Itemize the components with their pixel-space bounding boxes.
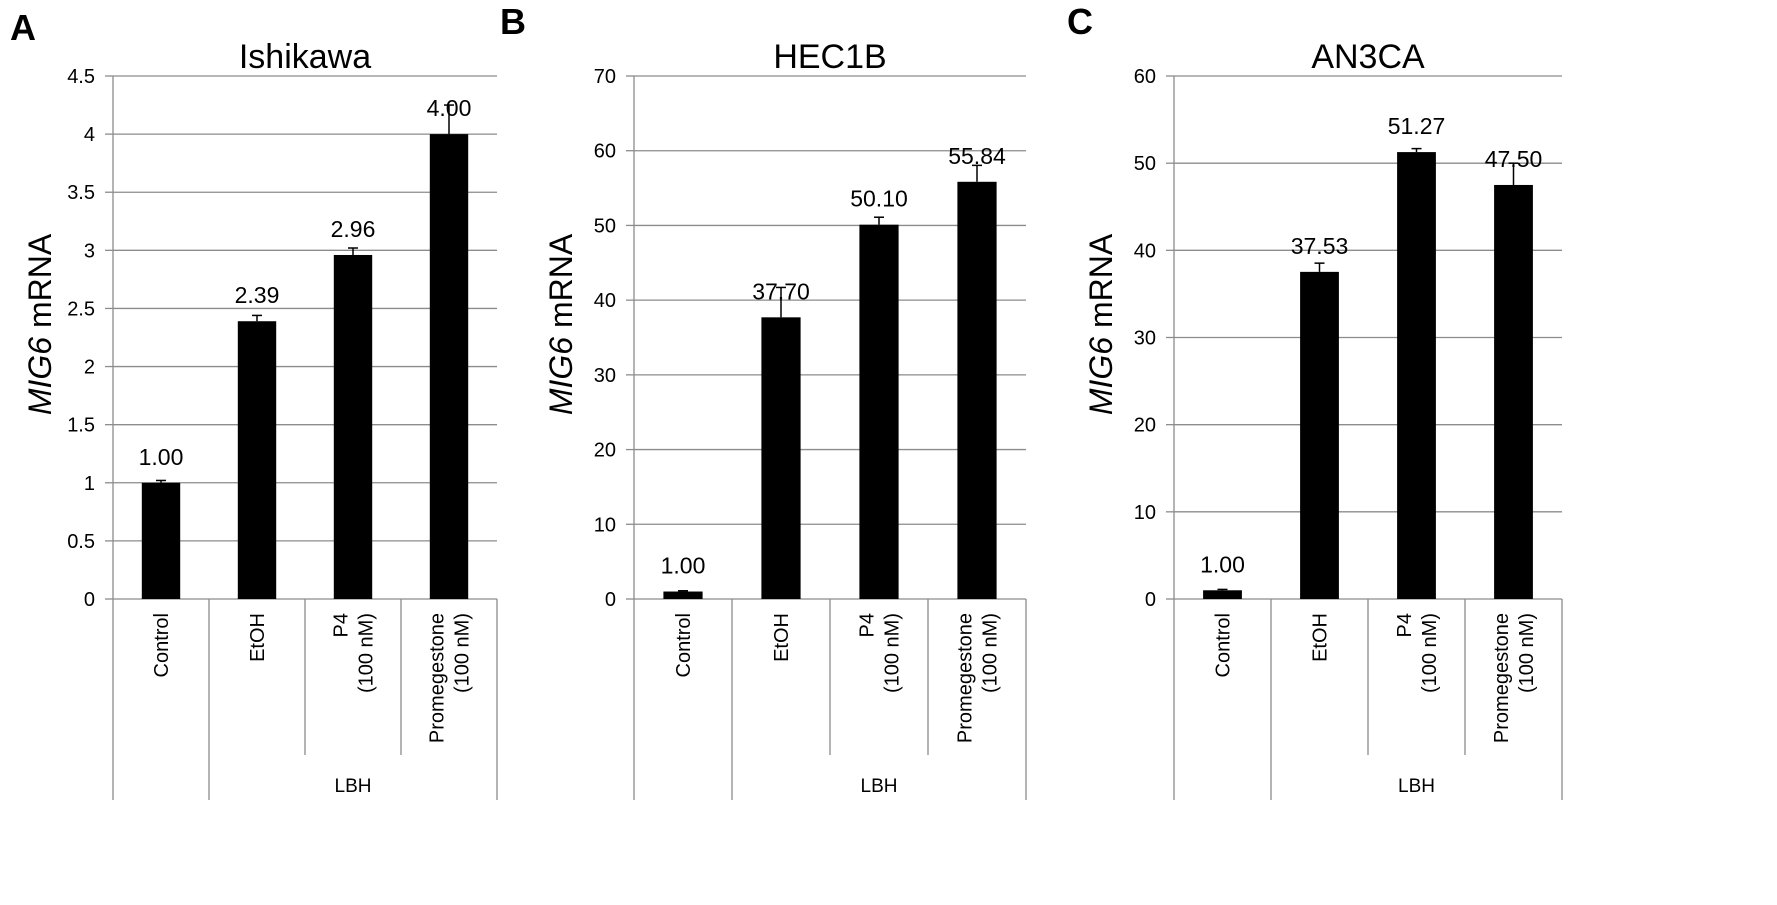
- y-tick-label: 4.5: [67, 66, 95, 88]
- category-label: (100 nM): [452, 613, 474, 693]
- bar-4: [1494, 184, 1533, 600]
- category-label: EtOH: [247, 613, 269, 662]
- y-tick-label: 2: [84, 357, 95, 379]
- data-label: 2.39: [235, 282, 280, 308]
- data-label: 4.00: [427, 95, 472, 121]
- y-tick-label: 0: [1145, 589, 1156, 611]
- category-label: P4: [857, 613, 879, 637]
- y-axis-label-unit: mRNA: [22, 233, 58, 337]
- bar-4: [429, 134, 469, 599]
- y-tick-label: 20: [1134, 415, 1156, 437]
- bar-1: [1203, 590, 1242, 599]
- y-tick-label: 0: [605, 589, 616, 611]
- panel-letter: C: [1067, 1, 1093, 42]
- category-label: Control: [673, 613, 695, 677]
- y-tick-label: 1: [84, 473, 95, 495]
- y-axis-label: MIG6 mRNA: [543, 233, 579, 415]
- data-label: 1.00: [1200, 551, 1245, 577]
- chart-title: HEC1B: [773, 38, 886, 76]
- chart-panel-a: A Ishikawa 0 0.5 1 1.5 2 2.5 3 3.5 4 4.5 MIG6 mRNA 1.…: [10, 7, 498, 800]
- group-label: LBH: [861, 776, 898, 797]
- y-tick-label: 60: [594, 141, 616, 163]
- category-label: Promegestone: [955, 613, 977, 743]
- y-tick-label: 0: [84, 589, 95, 611]
- chart-title: Ishikawa: [239, 38, 371, 76]
- y-tick-label: 70: [594, 66, 616, 88]
- y-axis-label-gene: MIG6: [22, 337, 58, 415]
- chart-panel-b: B HEC1B 0 10 20 30 40 50 60 70 MIG6 mRNA 1.00 Contro…: [500, 1, 1027, 800]
- data-label: 1.00: [139, 444, 184, 470]
- bar-3: [859, 224, 899, 599]
- y-tick-label: 40: [594, 290, 616, 312]
- y-axis-label-unit: mRNA: [1083, 233, 1119, 337]
- y-tick-label: 50: [594, 215, 616, 237]
- chart-panel-c: C AN3CA 0 10 20 30 40 50 60 MIG6 mRNA 1.00 Control 3…: [1067, 1, 1563, 800]
- bar-2: [237, 321, 277, 599]
- category-label: Promegestone: [1491, 613, 1513, 743]
- bar-3: [333, 254, 373, 599]
- data-label: 1.00: [661, 553, 706, 579]
- category-label: (100 nM): [980, 613, 1002, 693]
- category-label: (100 nM): [356, 613, 378, 693]
- data-label: 2.96: [331, 216, 376, 242]
- y-tick-label: 10: [594, 514, 616, 536]
- category-label: EtOH: [771, 613, 793, 662]
- data-label: 47.50: [1485, 146, 1543, 172]
- bar-2: [761, 317, 801, 599]
- bar-4: [957, 181, 997, 600]
- category-label: P4: [331, 613, 353, 637]
- y-tick-label: 1.5: [67, 415, 95, 437]
- data-label: 55.84: [948, 143, 1006, 169]
- chart-title: AN3CA: [1311, 38, 1425, 76]
- y-tick-label: 40: [1134, 240, 1156, 262]
- data-label: 37.70: [752, 278, 810, 304]
- bar-1: [141, 482, 181, 599]
- y-axis-label-gene: MIG6: [543, 337, 579, 415]
- y-tick-label: 20: [594, 440, 616, 462]
- bar-2: [1300, 271, 1339, 599]
- category-label: P4: [1394, 613, 1416, 637]
- y-tick-label: 60: [1134, 66, 1156, 88]
- group-label: LBH: [335, 776, 372, 797]
- category-label: Control: [1213, 613, 1235, 677]
- y-tick-label: 4: [84, 124, 95, 146]
- bar-3: [1397, 152, 1436, 599]
- category-label: Control: [151, 613, 173, 677]
- category-label: Promegestone: [427, 613, 449, 743]
- y-tick-label: 3: [84, 240, 95, 262]
- y-tick-label: 0.5: [67, 531, 95, 553]
- group-label: LBH: [1398, 776, 1435, 797]
- y-tick-label: 3.5: [67, 182, 95, 204]
- panel-letter: B: [500, 1, 526, 42]
- data-label: 51.27: [1388, 113, 1446, 139]
- y-tick-label: 10: [1134, 502, 1156, 524]
- y-axis-label-unit: mRNA: [543, 233, 579, 337]
- data-label: 50.10: [850, 186, 908, 212]
- y-tick-label: 50: [1134, 153, 1156, 175]
- y-tick-label: 30: [594, 365, 616, 387]
- category-label: (100 nM): [1419, 613, 1441, 693]
- category-label: (100 nM): [882, 613, 904, 693]
- y-tick-label: 2.5: [67, 298, 95, 320]
- y-axis-label: MIG6 mRNA: [1083, 233, 1119, 415]
- y-axis-label: MIG6 mRNA: [22, 233, 58, 415]
- y-tick-label: 30: [1134, 328, 1156, 350]
- category-label: (100 nM): [1516, 613, 1538, 693]
- y-axis-label-gene: MIG6: [1083, 337, 1119, 415]
- category-label: EtOH: [1310, 613, 1332, 662]
- bar-1: [663, 591, 703, 599]
- data-label: 37.53: [1291, 233, 1349, 259]
- panel-letter: A: [10, 7, 36, 48]
